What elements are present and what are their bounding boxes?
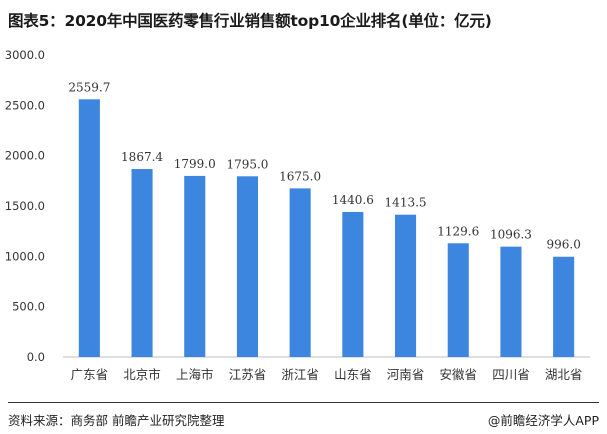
bar (500, 246, 522, 357)
x-tick-label: 广东省 (71, 367, 109, 382)
bar (236, 176, 258, 357)
bar (395, 214, 417, 357)
x-tick-label: 北京市 (123, 367, 161, 382)
bar (131, 169, 153, 357)
y-tick-label: 2500.0 (5, 98, 45, 112)
x-tick-label: 安徽省 (439, 367, 477, 382)
y-tick-label: 0.0 (27, 350, 45, 364)
y-tick-label: 1000.0 (5, 249, 45, 263)
footer: 资料来源：商务部 前瞻产业研究院整理 @前瞻经济学人APP (0, 402, 607, 434)
value-labels: 2559.7 1867.4 1799.0 1795.0 1675.0 1440.6 1413… (68, 80, 580, 251)
value-label: 1096.3 (490, 228, 532, 242)
value-label: 996.0 (546, 238, 580, 252)
x-tick-label: 河南省 (387, 367, 425, 382)
value-label: 1413.5 (385, 196, 427, 210)
value-label: 1129.6 (437, 224, 479, 238)
value-label: 1867.4 (121, 150, 163, 164)
bar (184, 175, 206, 357)
x-tick-label: 上海市 (176, 367, 214, 382)
x-tick-label: 湖北省 (545, 367, 583, 382)
x-axis: 广东省 北京市 上海市 江苏省 浙江省 山东省 河南省 安徽省 四川省 湖北省 (71, 367, 583, 382)
x-tick-label: 浙江省 (281, 367, 319, 382)
source-note: 资料来源：商务部 前瞻产业研究院整理 (8, 413, 225, 428)
bar (447, 243, 469, 357)
x-tick-label: 江苏省 (229, 367, 267, 382)
bar (289, 188, 311, 357)
x-tick-label: 四川省 (492, 367, 530, 382)
bar (553, 256, 575, 357)
value-label: 1799.0 (174, 157, 216, 171)
bars (78, 99, 575, 357)
footer-rule (8, 402, 599, 403)
x-tick-label: 山东省 (334, 367, 372, 382)
credit-note: @前瞻经济学人APP (487, 413, 599, 428)
y-axis: 0.0 500.0 1000.0 1500.0 2000.0 2500.0 3000.0 (5, 48, 45, 364)
bar-chart: 0.0 500.0 1000.0 1500.0 2000.0 2500.0 3000.0 2… (5, 48, 590, 382)
bar (78, 99, 100, 357)
y-tick-label: 1500.0 (5, 199, 45, 213)
y-tick-label: 500.0 (12, 300, 45, 314)
y-tick-label: 2000.0 (5, 149, 45, 163)
y-tick-label: 3000.0 (5, 48, 45, 62)
bar (342, 211, 364, 357)
chart-title: 图表5：2020年中国医药零售行业销售额top10企业排名(单位：亿元) (8, 12, 492, 30)
value-label: 2559.7 (68, 80, 110, 94)
value-label: 1795.0 (226, 157, 268, 171)
value-label: 1675.0 (279, 169, 321, 183)
value-label: 1440.6 (332, 193, 374, 207)
